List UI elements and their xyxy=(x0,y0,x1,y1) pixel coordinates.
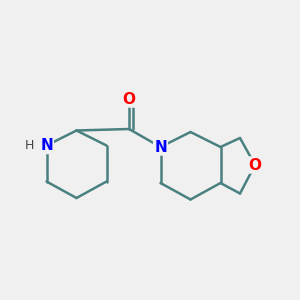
Text: O: O xyxy=(248,158,262,172)
Text: N: N xyxy=(154,140,167,154)
Text: N: N xyxy=(40,138,53,153)
Text: O: O xyxy=(122,92,136,106)
Text: H: H xyxy=(24,139,34,152)
